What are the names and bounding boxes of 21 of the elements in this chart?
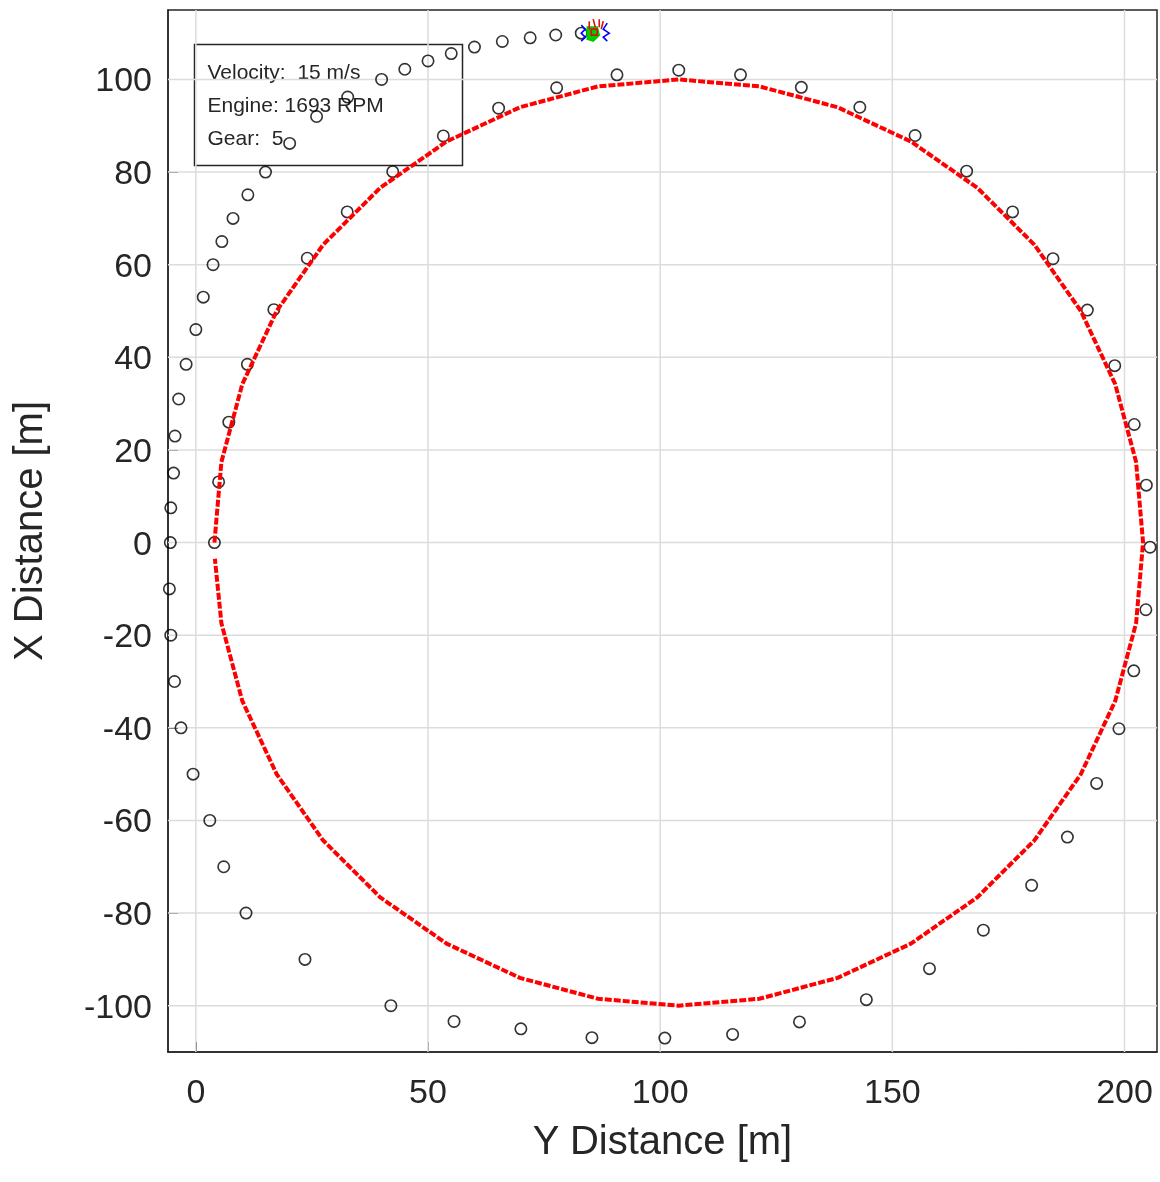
y-tick-label: -20: [102, 616, 152, 655]
y-axis-title: X Distance [m]: [6, 400, 50, 662]
x-tick-label: 100: [631, 1072, 689, 1110]
y-tick-label: -40: [102, 708, 152, 747]
x-tick-label: 50: [409, 1072, 447, 1110]
y-tick-label: -80: [102, 894, 152, 933]
y-tick-label: 80: [114, 153, 152, 192]
x-tick-label: 150: [863, 1072, 921, 1110]
annotation: Gear: 5: [207, 125, 284, 149]
y-tick-label: 40: [114, 338, 152, 377]
x-tick-label: 0: [186, 1072, 206, 1110]
y-tick-label: 100: [95, 60, 152, 99]
y-tick-label: 60: [114, 245, 152, 284]
annotation: Engine: 1693 RPM: [207, 92, 384, 116]
x-tick-label: 200: [1096, 1072, 1153, 1110]
y-tick-label: -60: [102, 801, 152, 840]
y-tick-label: 20: [114, 430, 152, 469]
annotation: Velocity: 15 m/s: [207, 59, 361, 83]
y-tick-label: -100: [83, 986, 152, 1025]
y-tick-label: 0: [133, 523, 152, 562]
x-axis-title: Y Distance [m]: [532, 1118, 793, 1162]
